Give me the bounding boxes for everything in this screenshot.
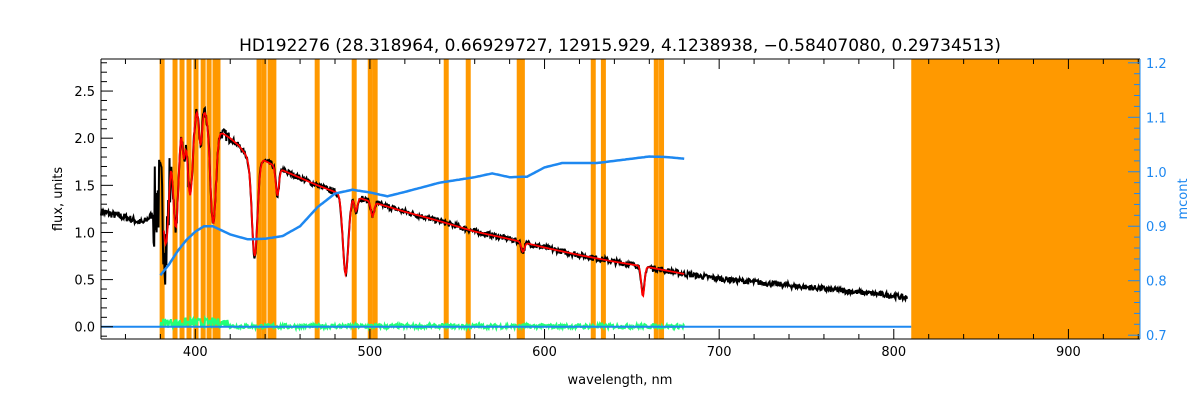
y-right-tick-label: 0.7 [1146, 329, 1167, 344]
y-right-tick-label: 0.8 [1146, 275, 1167, 290]
y-tick-label: 1.5 [74, 179, 95, 194]
masked-line-band [172, 59, 178, 339]
model-fit-line [163, 110, 685, 298]
masked-line-band [367, 59, 373, 339]
masked-line-band [206, 59, 212, 339]
x-axis-label: wavelength, nm [568, 373, 673, 388]
masked-line-band [465, 59, 471, 339]
masked-line-band [261, 59, 267, 339]
masked-line-band [193, 59, 199, 339]
masked-line-band [590, 59, 596, 339]
masked-region [911, 59, 1140, 339]
y-tick-label: 2.5 [74, 85, 95, 100]
masked-line-band [314, 59, 320, 339]
masked-line-band [179, 59, 185, 339]
masked-line-band [443, 59, 449, 339]
y-right-tick-label: 1.1 [1146, 111, 1167, 126]
y-axis-right-label: mcont [1176, 178, 1191, 219]
axes: 400 500 600 700 800 900 0.0 0.5 1.0 1.5 2.0 2.5 0.7 0… [74, 57, 1166, 360]
masked-line-band [372, 59, 378, 339]
y-axis-label: flux, units [51, 167, 66, 232]
masked-line-band [271, 59, 277, 339]
masked-line-band [200, 59, 206, 339]
masked-line-band [351, 59, 357, 339]
x-tick-label: 400 [183, 345, 208, 360]
y-tick-label: 0.0 [74, 321, 95, 336]
mcont-curve-line [159, 155, 685, 277]
x-tick-label: 500 [358, 345, 383, 360]
masked-line-band [659, 59, 665, 339]
masked-line-band [516, 59, 522, 339]
masked-line-band [186, 59, 192, 339]
y-tick-label: 1.0 [74, 226, 95, 241]
x-tick-label: 700 [707, 345, 732, 360]
masked-line-band [215, 59, 221, 339]
masked-line-band [653, 59, 659, 339]
x-tick-label: 800 [881, 345, 906, 360]
y-right-tick-label: 0.9 [1146, 220, 1167, 235]
y-right-tick-label: 1.2 [1146, 57, 1167, 72]
y-tick-label: 0.5 [74, 274, 95, 289]
masked-line-band [267, 59, 273, 339]
masked-line-band [600, 59, 606, 339]
masked-bands [159, 59, 1140, 339]
x-tick-label: 900 [1056, 345, 1081, 360]
observed-spectrum-line [100, 106, 909, 303]
masked-line-band [519, 59, 525, 339]
y-right-tick-label: 1.0 [1146, 166, 1167, 181]
x-tick-label: 600 [532, 345, 557, 360]
series-layer [100, 106, 912, 333]
chart-title: HD192276 (28.318964, 0.66929727, 12915.9… [239, 36, 1001, 56]
y-tick-label: 2.0 [74, 132, 95, 147]
